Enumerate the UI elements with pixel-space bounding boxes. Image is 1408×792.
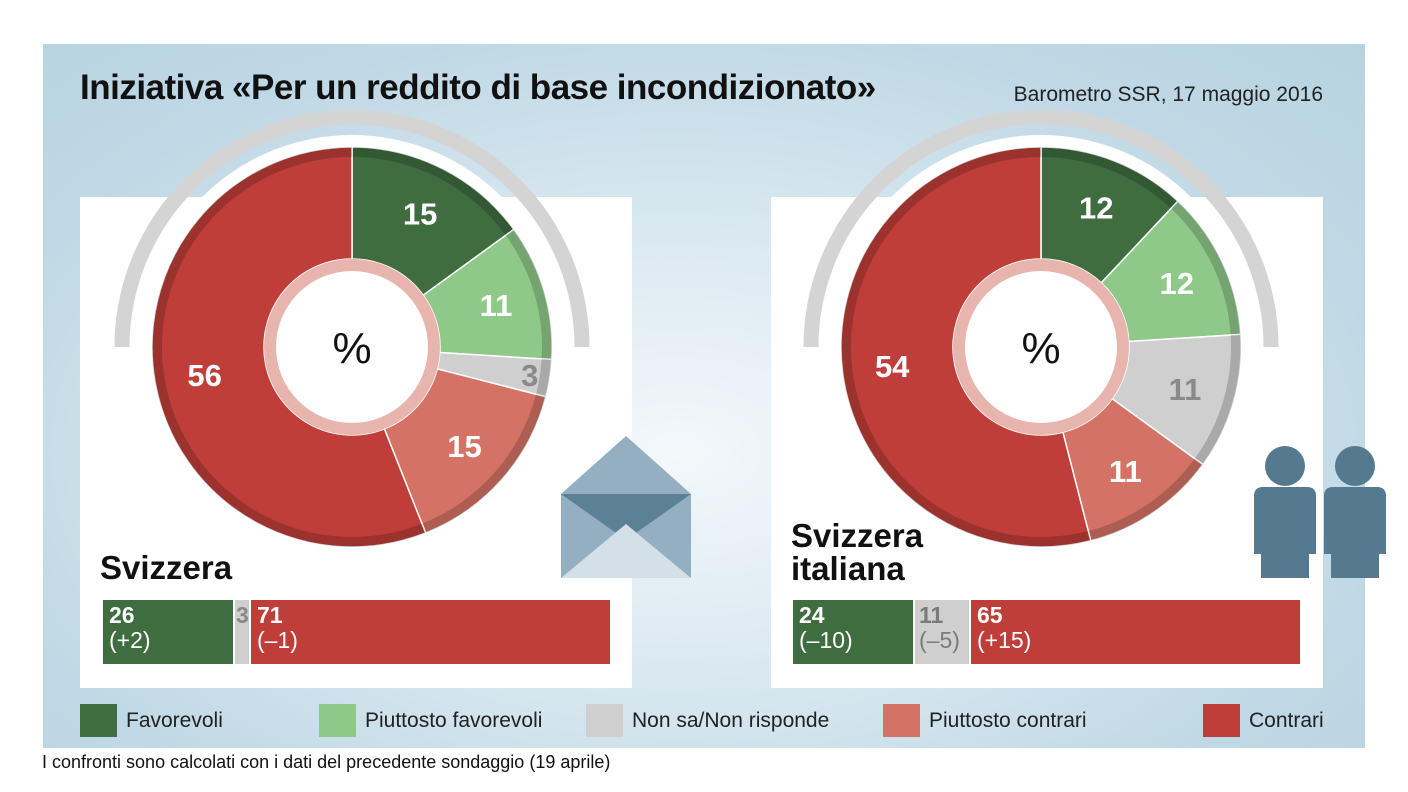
donut-slice-label: 15	[447, 429, 481, 464]
summary-segment-contrari: 65 (+15)	[971, 600, 1300, 664]
donut-slice-label: 56	[187, 358, 221, 393]
donut-slice-label: 11	[1169, 372, 1202, 407]
summary-segment-contrari: 71 (–1)	[251, 600, 610, 664]
donut-slice-rim	[1194, 334, 1241, 465]
summary-delta: (+15)	[977, 627, 1032, 653]
outer-ring	[114, 109, 590, 348]
legend-label: Piuttosto contrari	[929, 709, 1087, 732]
summary-value: 3	[236, 602, 249, 628]
donut-hole	[965, 271, 1117, 423]
outer-ring	[803, 109, 1279, 348]
legend-swatch	[883, 704, 920, 737]
summary-delta: (–1)	[257, 627, 298, 653]
summary-value: 65	[977, 602, 1003, 628]
summary-segment-non-sa: 11 (–5)	[915, 600, 969, 664]
legend-swatch	[586, 704, 623, 737]
chart-title: Iniziativa «Per un reddito di base incon…	[80, 68, 876, 107]
summary-delta: (–5)	[919, 627, 960, 653]
chart-source: Barometro SSR, 17 maggio 2016	[1013, 83, 1323, 106]
donut-slice-rim	[1041, 147, 1178, 209]
legend-swatch	[80, 704, 117, 737]
donut-slice-label: 12	[1159, 266, 1193, 301]
summary-segment-favorevoli: 24 (–10)	[793, 600, 913, 664]
legend-label: Contrari	[1249, 709, 1324, 732]
donut-slice-label: 11	[1109, 454, 1142, 489]
donut-slice-label: 11	[480, 288, 513, 323]
summary-delta: (–10)	[799, 627, 853, 653]
donut-slice-label: 3	[521, 358, 538, 393]
donut-slice-rim	[536, 358, 552, 397]
donut-center-label: %	[332, 324, 371, 373]
region-label-svizzera-italiana: Svizzera italiana	[791, 517, 924, 587]
donut-slice-label: 15	[403, 196, 437, 231]
legend-label: Piuttosto favorevoli	[365, 709, 543, 732]
summary-value: 26	[109, 602, 135, 628]
donut-slice-rim	[505, 229, 552, 360]
summary-bar-svizzera: 26 (+2) 3 71 (–1)	[103, 600, 610, 664]
summary-value: 71	[257, 602, 283, 628]
legend-label: Non sa/Non risponde	[632, 709, 830, 732]
legend-label: Favorevoli	[126, 709, 223, 732]
summary-value: 24	[799, 602, 825, 628]
donut-slice-rim	[352, 147, 514, 236]
region-label-svizzera: Svizzera	[100, 549, 233, 586]
summary-delta: (+2)	[109, 627, 151, 653]
donut-slice-label: 12	[1079, 191, 1113, 226]
summary-bar-svizzera-italiana: 24 (–10) 11 (–5) 65 (+15)	[793, 600, 1300, 664]
legend-swatch	[1203, 704, 1240, 737]
donut-slice-rim	[1088, 458, 1203, 541]
footnote: I confronti sono calcolati con i dati de…	[42, 752, 611, 772]
donut-slice-rim	[1171, 201, 1241, 336]
legend-swatch	[319, 704, 356, 737]
donut-center-label: %	[1021, 324, 1060, 373]
summary-segment-favorevoli: 26 (+2)	[103, 600, 233, 664]
summary-value: 11	[919, 602, 944, 628]
donut-slice-rim	[421, 394, 546, 533]
donut-slice-label: 54	[875, 349, 910, 384]
envelope-icon	[561, 436, 691, 578]
people-icon	[1254, 446, 1386, 578]
summary-segment-non-sa: 3	[235, 600, 249, 664]
donut-hole	[276, 271, 428, 423]
